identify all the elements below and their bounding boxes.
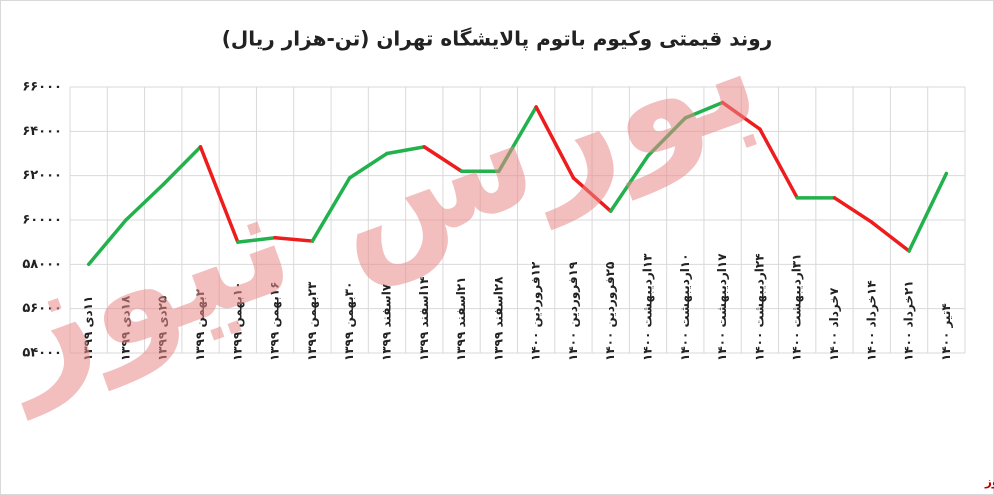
x-tick-label: ۱۱دی ۱۳۹۹: [81, 296, 95, 361]
x-tick-label: ۱۳اردیبهشت ۱۴۰۰: [641, 253, 655, 361]
line-segment: [124, 182, 165, 222]
y-tick-label: ۵۸۰۰۰: [22, 257, 62, 272]
line-segment: [832, 196, 874, 224]
line-segment: [273, 235, 315, 243]
x-tick-label: ۱۲فروردین ۱۴۰۰: [529, 261, 544, 361]
line-segment: [870, 220, 911, 253]
x-tick-label: ۲۵دی ۱۳۹۹: [156, 296, 170, 361]
line-segment: [608, 153, 650, 213]
y-tick-label: ۶۲۰۰۰: [22, 168, 62, 183]
line-segment: [198, 145, 240, 244]
x-tick-label: ۳۰بهمن ۱۳۹۹: [342, 282, 356, 361]
y-tick-label: ۶۶۰۰۰: [22, 80, 62, 95]
x-tick-label: ۲بهمن ۱۳۹۹: [193, 288, 207, 361]
x-tick-label: ۲۵فروردین ۱۴۰۰: [603, 262, 618, 361]
x-tick-label: ۳۱اردیبهشت ۱۴۰۰: [790, 253, 804, 361]
line-segment: [422, 145, 464, 173]
y-tick-label: ۶۰۰۰۰: [22, 213, 62, 228]
line-segment: [758, 127, 799, 200]
x-tick-label: ۱۷اردیبهشت ۱۴۰۰: [715, 253, 729, 361]
line-segment: [534, 105, 576, 180]
y-tick-label: ۵۴۰۰۰: [22, 346, 62, 361]
y-tick-label: ۵۶۰۰۰: [22, 301, 62, 316]
x-tick-label: ۱۰اردیبهشت ۱۴۰۰: [678, 253, 692, 361]
x-tick-label: ۲۳بهمن ۱۳۹۹: [305, 281, 319, 361]
line-segment: [161, 145, 203, 187]
chart-title: روند قیمتی وکیوم باتوم پالایشگاه تهران (…: [222, 27, 772, 52]
line-segment: [497, 105, 538, 173]
line-segment: [683, 100, 725, 120]
x-tick-label: ۱۴اسفند ۱۳۹۹: [417, 276, 431, 361]
x-tick-label: ۷خرداد ۱۴۰۰: [827, 287, 841, 361]
line-segment: [646, 116, 688, 158]
line-segment: [720, 100, 762, 131]
y-tick-label: ۶۴۰۰۰: [22, 124, 62, 139]
x-tick-label: ۷اسفند ۱۳۹۹: [379, 283, 393, 361]
line-segment: [310, 176, 352, 243]
line-segment: [86, 218, 128, 267]
line-segment: [385, 145, 427, 156]
plot-area: ۵۴۰۰۰ ۵۶۰۰۰ ۵۸۰۰۰ ۶۰۰۰۰ ۶۲۰۰۰ ۶۴۰۰۰ ۶۶۰۰۰ ۱۱دی …: [22, 80, 966, 361]
x-tick-label: ۲۸اسفند ۱۳۹۹: [491, 276, 505, 361]
line-segment: [347, 151, 389, 180]
x-tick-label: ۲۱خرداد ۱۴۰۰: [902, 280, 916, 361]
x-tick-label: ۱۶بهمن ۱۳۹۹: [268, 282, 282, 361]
line-segment: [236, 235, 277, 244]
x-tick-label: ۱۴خرداد ۱۴۰۰: [864, 280, 878, 361]
x-tick-label: ۲۴اردیبهشت ۱۴۰۰: [752, 253, 766, 361]
source-label: بورس نیوز: [984, 475, 994, 490]
x-tick-label: ۱۸دی ۱۳۹۹: [118, 295, 132, 361]
x-tick-label: ۴تیر ۱۴۰۰: [939, 303, 953, 361]
x-tick-label: ۱۰بهمن ۱۳۹۹: [230, 282, 244, 361]
x-tick-label: ۲۱اسفند ۱۳۹۹: [454, 276, 468, 361]
x-tick-label: ۱۹فروردین ۱۴۰۰: [566, 261, 581, 361]
line-segment: [907, 171, 949, 253]
line-segment: [571, 176, 613, 213]
